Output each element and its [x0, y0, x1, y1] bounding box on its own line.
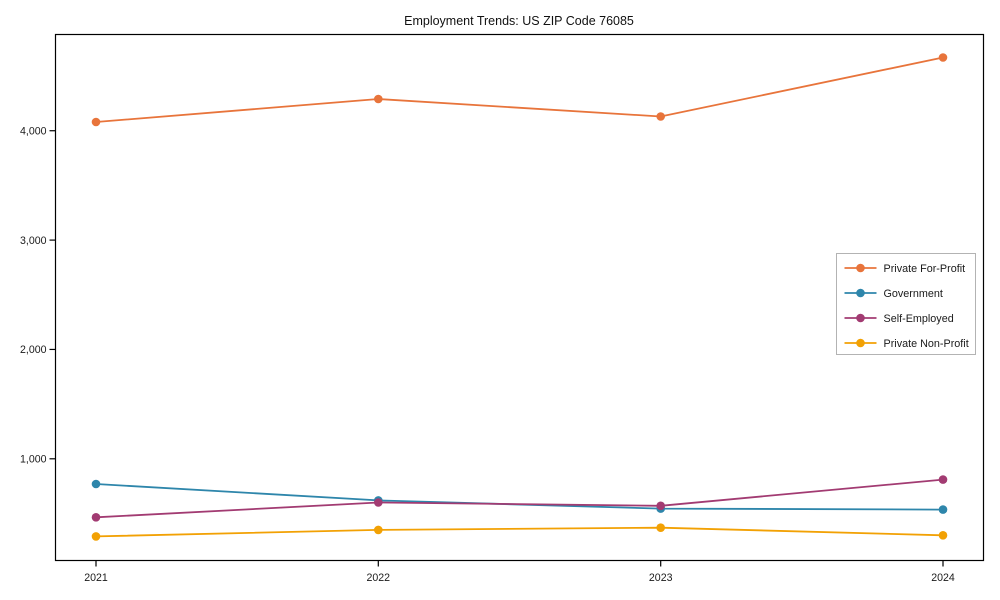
legend-marker-government — [856, 288, 865, 298]
plot-area: 1,000 2,000 3,000 4,000 2021 2022 2023 2024 — [20, 33, 985, 584]
data-point-private-non-profit-2024 — [938, 531, 948, 540]
x-tick-label: 2021 — [84, 572, 108, 584]
y-tick-label: 3,000 — [20, 235, 47, 247]
series-line-private-for-profit — [95, 56, 944, 123]
x-tick-label: 2024 — [931, 572, 955, 584]
data-point-private-non-profit-2023 — [656, 523, 665, 532]
data-point-private-for-profit-2024 — [938, 53, 948, 62]
legend-item-self-employed: Self-Employed — [844, 313, 954, 325]
data-point-private-for-profit-2023 — [656, 112, 665, 121]
data-point-government-2024 — [938, 505, 948, 514]
series-line-private-non-profit — [95, 526, 944, 538]
legend-marker-private-for-profit — [856, 263, 865, 273]
legend-item-private-for-profit: Private For-Profit — [844, 263, 966, 275]
legend-item-private-non-profit: Private Non-Profit — [844, 338, 969, 350]
plot-border — [54, 33, 985, 562]
y-tick-label: 2,000 — [20, 344, 47, 356]
series-line-government — [95, 483, 944, 511]
legend-label-private-non-profit: Private Non-Profit — [884, 338, 969, 350]
x-tick-label: 2023 — [649, 572, 673, 584]
legend-label-private-for-profit: Private For-Profit — [884, 263, 966, 275]
legend-marker-private-non-profit — [856, 338, 865, 348]
data-point-private-non-profit-2021 — [91, 532, 101, 541]
data-point-self-employed-2021 — [91, 513, 101, 522]
legend: Private For-Profit Government Self-Employe… — [836, 253, 976, 355]
data-point-private-for-profit-2021 — [91, 117, 101, 127]
data-point-government-2021 — [91, 479, 101, 489]
series-line-self-employed — [95, 478, 944, 519]
legend-marker-self-employed — [856, 313, 865, 323]
legend-item-government: Government — [844, 288, 943, 300]
legend-label-self-employed: Self-Employed — [884, 313, 954, 325]
data-point-private-for-profit-2022 — [374, 94, 383, 104]
data-point-self-employed-2024 — [938, 475, 948, 484]
chart-title: Employment Trends: US ZIP Code 76085 — [404, 14, 634, 28]
x-tick-label: 2022 — [367, 572, 391, 584]
data-point-private-non-profit-2022 — [374, 525, 383, 535]
y-tick-label: 1,000 — [20, 453, 47, 465]
data-point-self-employed-2023 — [656, 501, 665, 511]
y-tick-label: 4,000 — [20, 125, 47, 137]
data-point-self-employed-2022 — [374, 498, 383, 507]
legend-label-government: Government — [884, 288, 943, 300]
